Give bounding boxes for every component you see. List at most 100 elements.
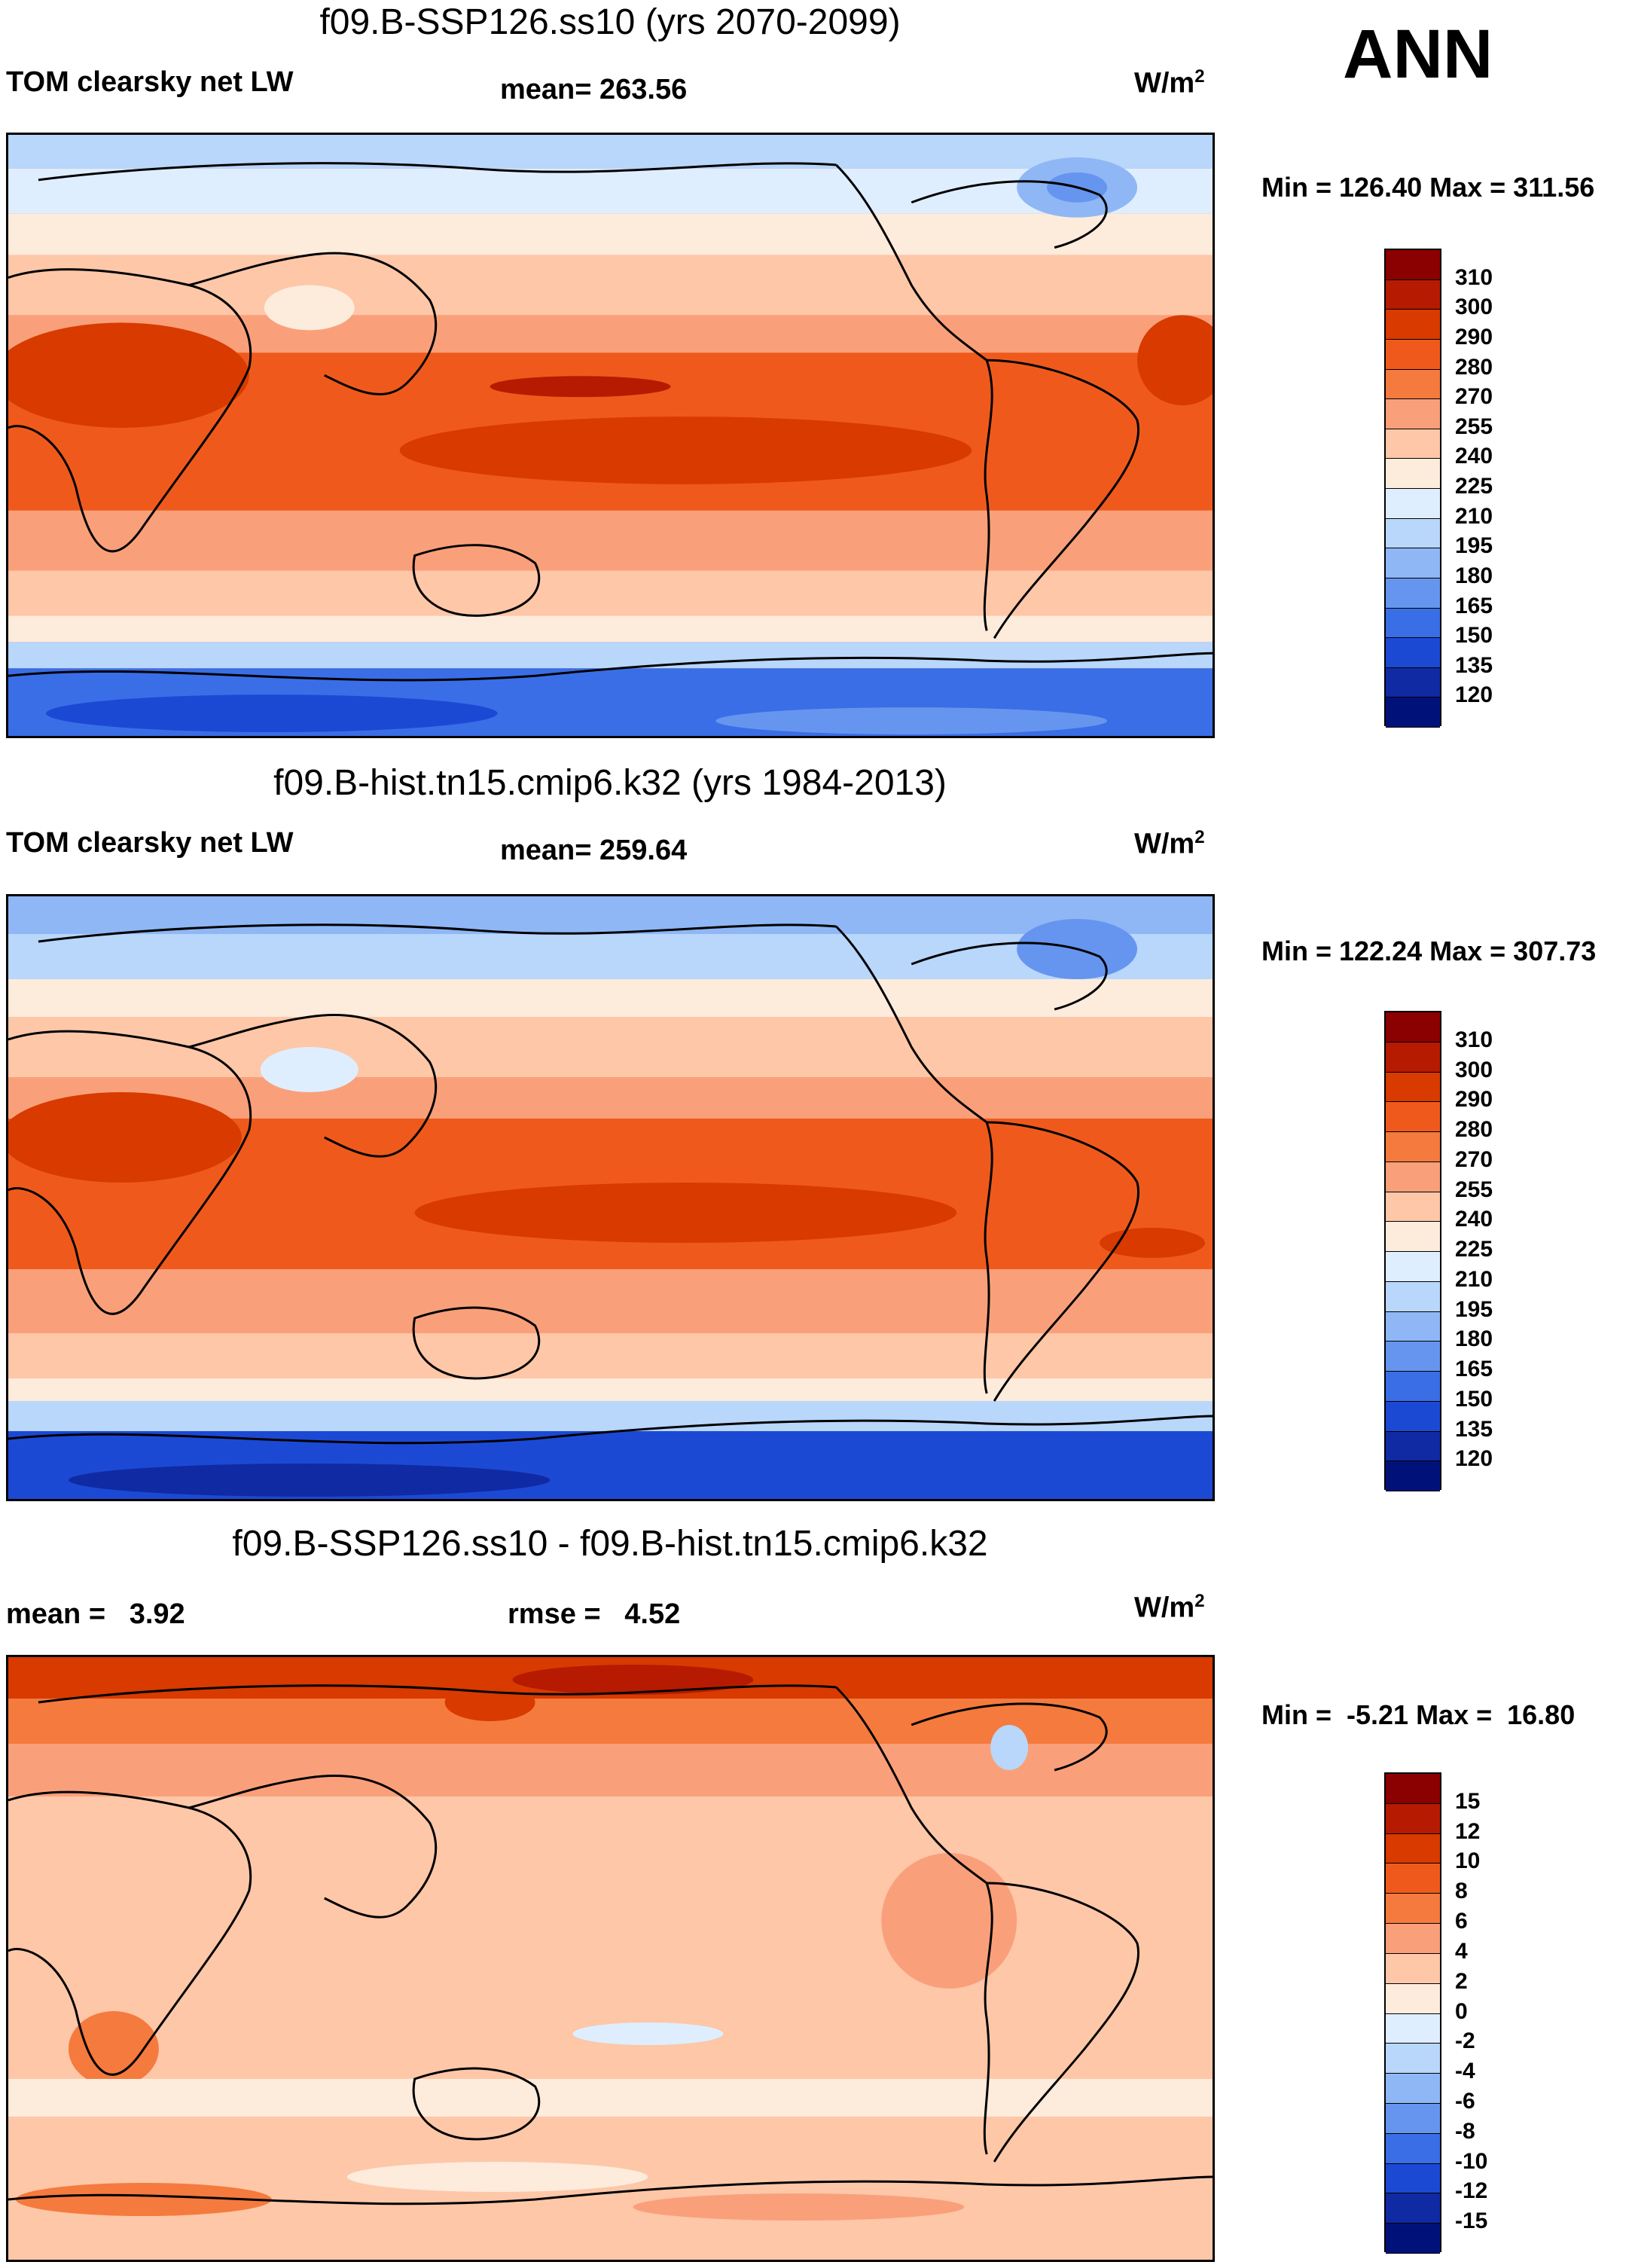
panel3-title: f09.B-SSP126.ss10 - f09.B-hist.tn15.cmip… <box>232 1524 988 1564</box>
colorbar-segment <box>1386 608 1440 639</box>
colorbar-segment <box>1386 1924 1440 1954</box>
colorbar-tick-label: 300 <box>1455 1057 1493 1082</box>
panel2-units: W/m2 <box>1134 827 1205 860</box>
colorbar-segment <box>1386 399 1440 429</box>
colorbar-tick-label: 6 <box>1455 1909 1468 1934</box>
season-label: ANN <box>1343 16 1493 93</box>
colorbar-tick-label: 120 <box>1455 682 1493 708</box>
colorbar-tick-label: 180 <box>1455 563 1493 588</box>
colorbar-segment <box>1386 1983 1440 2014</box>
colorbar-tick-label: 240 <box>1455 1207 1493 1232</box>
colorbar-segment <box>1386 339 1440 370</box>
panel3-units: W/m2 <box>1134 1591 1205 1624</box>
panel1-title: f09.B-SSP126.ss10 (yrs 2070-2099) <box>319 2 901 42</box>
panel1-variable-label: TOM clearsky net LW <box>6 66 294 98</box>
panel3-minmax: Min = -5.21 Max = 16.80 <box>1261 1699 1576 1730</box>
colorbar-tick-label: 180 <box>1455 1326 1493 1352</box>
colorbar-segment <box>1386 1342 1440 1372</box>
panel1-map <box>6 133 1215 738</box>
colorbar-segment <box>1386 1102 1440 1132</box>
colorbar-tick-label: -2 <box>1455 2028 1475 2054</box>
colorbar-segment <box>1386 369 1440 400</box>
colorbar-tick-label: 270 <box>1455 1146 1493 1172</box>
colorbar-tick-label: 210 <box>1455 1266 1493 1292</box>
colorbar-segment <box>1386 2163 1440 2194</box>
colorbar-segment <box>1386 310 1440 340</box>
colorbar-segment <box>1386 1953 1440 1984</box>
colorbar-segment <box>1386 2013 1440 2044</box>
colorbar-segment <box>1386 1833 1440 1864</box>
colorbar-tick-label: 310 <box>1455 264 1493 290</box>
colorbar-tick-label: 300 <box>1455 295 1493 320</box>
panel1-mean-label: mean= 263.56 <box>500 74 688 105</box>
colorbar-tick-label: 10 <box>1455 1848 1481 1874</box>
colorbar-tick-label: 280 <box>1455 1117 1493 1142</box>
colorbar-segment <box>1386 489 1440 519</box>
colorbar-tick-label: 150 <box>1455 623 1493 649</box>
colorbar-tick-label: 210 <box>1455 503 1493 529</box>
panel2-title: f09.B-hist.tn15.cmip6.k32 (yrs 1984-2013… <box>273 763 947 803</box>
colorbar-segment <box>1386 1311 1440 1342</box>
colorbar-segment <box>1386 459 1440 489</box>
colorbar-segment <box>1386 279 1440 310</box>
colorbar-segment <box>1386 1222 1440 1252</box>
colorbar-segment <box>1386 2133 1440 2164</box>
colorbar-segment <box>1386 1431 1440 1462</box>
colorbar-tick-label: 0 <box>1455 1998 1468 2024</box>
colorbar-segment <box>1386 638 1440 668</box>
colorbar-tick-label: -6 <box>1455 2088 1475 2114</box>
panel2-variable-label: TOM clearsky net LW <box>6 827 294 859</box>
colorbar-segment <box>1386 1252 1440 1282</box>
colorbar-tick-label: 225 <box>1455 474 1493 499</box>
colorbar-segment <box>1386 1803 1440 1834</box>
colorbar-segment <box>1386 2193 1440 2224</box>
colorbar-segment <box>1386 2103 1440 2134</box>
colorbar-tick-label: -10 <box>1455 2148 1488 2174</box>
colorbar-segment <box>1386 1372 1440 1402</box>
colorbar-tick-label: 165 <box>1455 1357 1493 1381</box>
colorbar-tick-label: 135 <box>1455 652 1493 678</box>
colorbar-tick-label: 290 <box>1455 1087 1493 1113</box>
colorbar-tick-label: -15 <box>1455 2208 1488 2234</box>
colorbar-segment <box>1386 1072 1440 1103</box>
colorbar-segment <box>1386 1894 1440 1925</box>
panel3-colorbar <box>1384 1772 1441 2254</box>
panel1-units: W/m2 <box>1134 66 1205 99</box>
colorbar-tick-label: -12 <box>1455 2178 1488 2204</box>
colorbar-tick-label: 165 <box>1455 593 1493 618</box>
colorbar-tick-label: 255 <box>1455 1177 1493 1202</box>
colorbar-segment <box>1386 2224 1440 2254</box>
colorbar-segment <box>1386 1864 1440 1894</box>
colorbar-segment <box>1386 1042 1440 1073</box>
colorbar-segment <box>1386 1401 1440 1432</box>
colorbar-tick-label: 195 <box>1455 1296 1493 1322</box>
colorbar-segment <box>1386 518 1440 549</box>
colorbar-tick-label: 135 <box>1455 1416 1493 1442</box>
colorbar-segment <box>1386 1161 1440 1192</box>
colorbar-segment <box>1386 548 1440 578</box>
colorbar-tick-label: 280 <box>1455 354 1493 380</box>
colorbar-segment <box>1386 1132 1440 1162</box>
colorbar-tick-label: 4 <box>1455 1938 1468 1964</box>
colorbar-segment <box>1386 1461 1440 1491</box>
panel1-colorbar <box>1384 249 1441 728</box>
panel2-mean-label: mean= 259.64 <box>500 835 688 866</box>
colorbar-tick-label: 225 <box>1455 1237 1493 1262</box>
panel2-map <box>6 894 1215 1501</box>
colorbar-tick-label: 8 <box>1455 1879 1468 1904</box>
colorbar-segment <box>1386 697 1440 728</box>
colorbar-tick-label: 15 <box>1455 1788 1481 1814</box>
colorbar-segment <box>1386 667 1440 698</box>
colorbar-segment <box>1386 578 1440 609</box>
colorbar-tick-label: 240 <box>1455 444 1493 469</box>
colorbar-tick-label: 150 <box>1455 1386 1493 1412</box>
panel3-map <box>6 1655 1215 2262</box>
colorbar-tick-label: 255 <box>1455 414 1493 439</box>
colorbar-segment <box>1386 1774 1440 1804</box>
colorbar-segment <box>1386 2074 1440 2104</box>
colorbar-segment <box>1386 429 1440 459</box>
colorbar-tick-label: 310 <box>1455 1027 1493 1052</box>
panel2-minmax: Min = 122.24 Max = 307.73 <box>1261 936 1597 966</box>
colorbar-tick-label: 2 <box>1455 1968 1468 1994</box>
colorbar-tick-label: 120 <box>1455 1446 1493 1472</box>
